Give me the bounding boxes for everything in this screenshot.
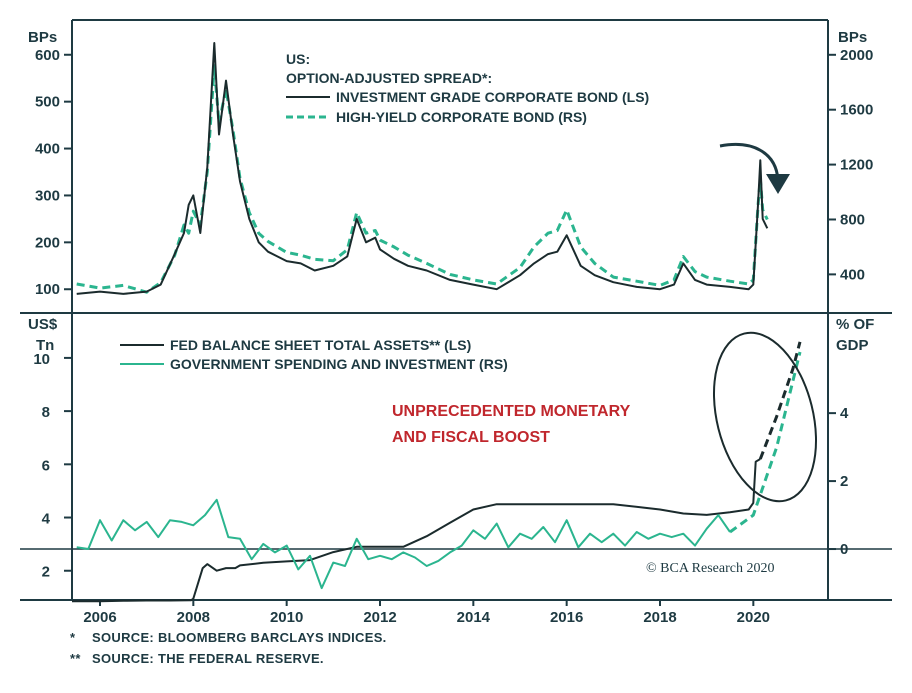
bottom-left-unit-label-line2: Tn	[36, 337, 54, 354]
footnote-2: ** SOURCE: THE FEDERAL RESERVE.	[70, 651, 324, 666]
legend-label-gov: GOVERNMENT SPENDING AND INVESTMENT (RS)	[170, 356, 508, 372]
bottom-right-unit-label-line2: GDP	[836, 337, 869, 354]
footnote-2-mark: **	[70, 651, 81, 666]
series-line-fed-balance-sheet-total-assets-ls-projection	[758, 341, 802, 460]
series-line-high-yield-corporate-bond-rs	[76, 64, 769, 294]
x-tick-label: 2010	[270, 609, 303, 626]
left-tick-label: 6	[42, 457, 50, 474]
legend-label-ig: INVESTMENT GRADE CORPORATE BOND (LS)	[336, 89, 649, 105]
right-tick-label: 4	[840, 405, 849, 422]
top-panel-series	[76, 42, 769, 295]
x-tick-label: 2006	[83, 609, 116, 626]
footnote-1: * SOURCE: BLOOMBERG BARCLAYS INDICES.	[70, 630, 387, 645]
highlight-ellipse	[712, 331, 818, 503]
left-tick-label: 500	[35, 94, 60, 111]
left-tick-label: 200	[35, 234, 60, 251]
downward-arrow-head	[766, 174, 790, 194]
footnote-1-text: SOURCE: BLOOMBERG BARCLAYS INDICES.	[92, 630, 387, 645]
right-tick-label: 400	[840, 266, 865, 283]
top-legend: US: OPTION-ADJUSTED SPREAD*: INVESTMENT …	[286, 51, 649, 125]
left-tick-label: 10	[33, 351, 50, 368]
bottom-panel-axes: 2 4 6 8 10 0 2 4 2006 2008 2010 2012 2014 2016 2018 202…	[33, 351, 849, 626]
right-tick-label: 1200	[840, 157, 873, 174]
footnote-2-text: SOURCE: THE FEDERAL RESERVE.	[92, 651, 324, 666]
series-line-investment-grade-corporate-bond-ls	[76, 42, 769, 295]
left-tick-label: 100	[35, 281, 60, 298]
top-right-unit-label: BPs	[838, 29, 867, 46]
downward-arrow	[719, 143, 780, 181]
top-panel-axes: 100 200 300 400 500 600 400 800 1200 1600 2000	[35, 47, 873, 298]
bca-watermark: © BCA Research 2020	[646, 561, 774, 576]
bottom-panel-series	[72, 341, 802, 603]
annotation-line2: AND FISCAL BOOST	[392, 429, 550, 446]
x-tick-label: 2016	[550, 609, 583, 626]
top-left-unit-label: BPs	[28, 29, 57, 46]
series-line-fed-balance-sheet-total-assets-ls	[72, 458, 761, 603]
top-title-line2: OPTION-ADJUSTED SPREAD*:	[286, 70, 492, 86]
right-tick-label: 2	[840, 473, 848, 490]
x-tick-label: 2018	[643, 609, 676, 626]
right-tick-label: 1600	[840, 102, 873, 119]
top-title-line1: US:	[286, 51, 310, 67]
chart-frame	[20, 19, 892, 601]
bottom-legend: FED BALANCE SHEET TOTAL ASSETS** (LS) GO…	[120, 337, 508, 372]
legend-label-hy: HIGH-YIELD CORPORATE BOND (RS)	[336, 109, 587, 125]
right-tick-label: 800	[840, 211, 865, 228]
left-tick-label: 400	[35, 141, 60, 158]
footnote-1-mark: *	[70, 630, 76, 645]
left-tick-label: 600	[35, 47, 60, 64]
x-tick-label: 2014	[457, 609, 491, 626]
left-tick-label: 2	[42, 564, 50, 581]
right-tick-label: 2000	[840, 47, 873, 64]
x-tick-label: 2020	[737, 609, 770, 626]
series-line-government-spending-and-investment-rs	[76, 498, 731, 590]
right-tick-label: 0	[840, 541, 848, 558]
left-tick-label: 300	[35, 187, 60, 204]
left-tick-label: 4	[42, 511, 51, 528]
legend-label-fed: FED BALANCE SHEET TOTAL ASSETS** (LS)	[170, 337, 471, 353]
x-tick-label: 2012	[363, 609, 396, 626]
x-tick-label: 2008	[177, 609, 210, 626]
annotation-line1: UNPRECEDENTED MONETARY	[392, 403, 631, 420]
left-tick-label: 8	[42, 404, 50, 421]
bottom-left-unit-label-line1: US$	[28, 316, 58, 333]
series-line-government-spending-and-investment-rs-projection	[729, 351, 802, 534]
bottom-right-unit-label-line1: % OF	[836, 316, 874, 333]
